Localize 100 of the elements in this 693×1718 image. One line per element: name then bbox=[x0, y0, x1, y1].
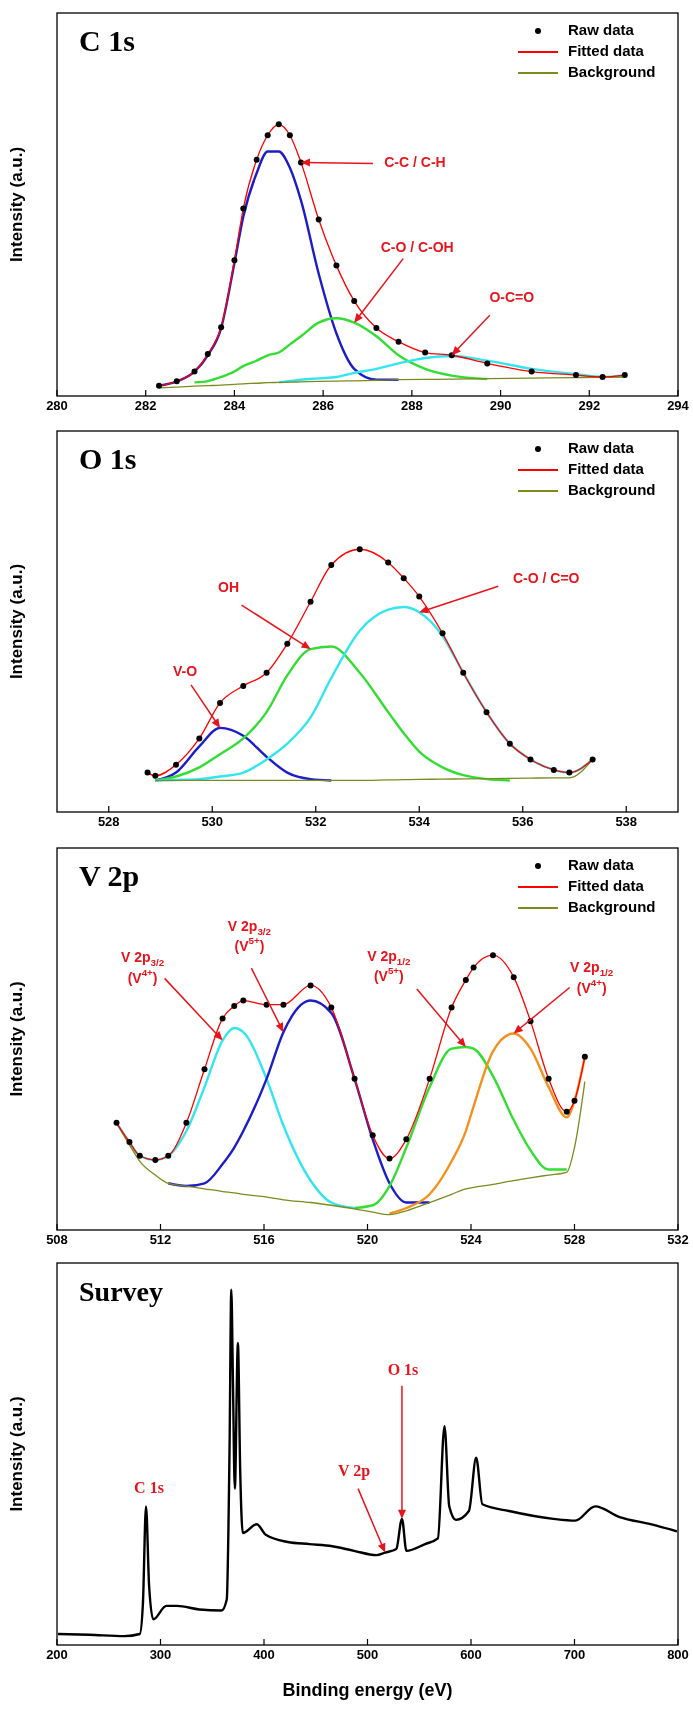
annotation: V-O bbox=[172, 662, 198, 679]
point bbox=[217, 699, 224, 706]
point bbox=[328, 562, 335, 569]
annotation: C 1s bbox=[134, 1479, 164, 1497]
x-tick-label: 532 bbox=[304, 814, 327, 829]
x-tick-label: 512 bbox=[149, 1232, 172, 1247]
legend-label: Raw data bbox=[568, 438, 635, 456]
y-axis-title: Intensity (a.u.) bbox=[7, 1396, 26, 1512]
point bbox=[286, 132, 293, 139]
point bbox=[173, 761, 180, 768]
point bbox=[356, 546, 363, 553]
point bbox=[386, 1155, 393, 1162]
point bbox=[563, 1108, 570, 1115]
annotation: V 2p$_{1/2}$ (V$^{5+}$) bbox=[367, 947, 411, 984]
point bbox=[460, 669, 467, 676]
annotation: O-C=O bbox=[489, 288, 535, 305]
x-tick-label: 528 bbox=[97, 814, 120, 829]
point bbox=[333, 262, 340, 269]
point bbox=[280, 1001, 287, 1008]
annotation: V 2p bbox=[338, 1461, 371, 1480]
x-tick-label: 532 bbox=[667, 1232, 689, 1247]
point bbox=[113, 1119, 120, 1126]
x-tick-label: 516 bbox=[253, 1232, 275, 1247]
point bbox=[275, 121, 282, 128]
point bbox=[218, 324, 225, 331]
point bbox=[572, 372, 579, 379]
point bbox=[506, 740, 513, 747]
annotation: OH bbox=[218, 578, 240, 595]
point bbox=[231, 1003, 238, 1010]
point bbox=[240, 205, 247, 212]
annotation: V 2p$_{1/2}$ (V$^{4+}$) bbox=[570, 959, 614, 996]
legend-label: Fitted data bbox=[568, 459, 645, 477]
x-tick-label: 600 bbox=[460, 1647, 482, 1662]
x-tick-label: 700 bbox=[563, 1647, 586, 1662]
point bbox=[581, 1053, 588, 1060]
annotation: V 2p$_{3/2}$ (V$^{5+}$) bbox=[227, 917, 272, 954]
point bbox=[416, 593, 423, 600]
point bbox=[173, 378, 180, 385]
x-tick-label: 300 bbox=[149, 1647, 172, 1662]
x-tick-label: 528 bbox=[563, 1232, 586, 1247]
annotation: V 2p$_{3/2}$ (V$^{4+}$) bbox=[121, 948, 165, 986]
y-axis-title: Intensity (a.u.) bbox=[7, 146, 26, 263]
point bbox=[550, 766, 557, 773]
point bbox=[307, 982, 314, 989]
point bbox=[589, 756, 596, 763]
point bbox=[263, 669, 270, 676]
point bbox=[545, 1075, 552, 1082]
point bbox=[315, 216, 322, 223]
point bbox=[156, 382, 163, 389]
point bbox=[152, 772, 159, 779]
point bbox=[328, 1004, 335, 1011]
point bbox=[126, 1139, 133, 1146]
y-axis-title: Intensity (a.u.) bbox=[7, 563, 26, 680]
x-tick-label: 520 bbox=[356, 1232, 379, 1247]
annotation: C-O / C=O bbox=[512, 570, 580, 587]
annotation: C-O / C-OH bbox=[380, 238, 454, 255]
point bbox=[219, 1015, 226, 1022]
x-tick-label: 280 bbox=[46, 398, 68, 413]
point bbox=[400, 575, 407, 582]
chart-title: O 1s bbox=[79, 442, 137, 475]
point bbox=[240, 682, 247, 689]
x-tick-label: 286 bbox=[312, 398, 334, 413]
point bbox=[351, 1075, 358, 1082]
point bbox=[284, 640, 291, 647]
point bbox=[510, 974, 517, 981]
point bbox=[403, 1136, 410, 1143]
point bbox=[136, 1152, 143, 1159]
x-tick-label: 200 bbox=[46, 1647, 68, 1662]
chart-title: C 1s bbox=[79, 24, 135, 57]
point bbox=[462, 976, 469, 983]
x-tick-label: 530 bbox=[201, 814, 224, 829]
legend-label: Fitted data bbox=[568, 876, 645, 894]
point bbox=[385, 559, 392, 566]
legend-label: Background bbox=[568, 897, 656, 915]
chart-title: Survey bbox=[79, 1276, 163, 1307]
point bbox=[528, 368, 535, 375]
point bbox=[426, 1075, 433, 1082]
x-tick-label: 536 bbox=[511, 814, 534, 829]
point bbox=[204, 350, 211, 357]
point bbox=[483, 709, 490, 716]
point bbox=[183, 1119, 190, 1126]
x-tick-label: 500 bbox=[356, 1647, 379, 1662]
x-tick-label: 400 bbox=[253, 1647, 275, 1662]
point bbox=[144, 769, 151, 776]
x-tick-label: 534 bbox=[408, 814, 431, 829]
point bbox=[307, 598, 314, 605]
legend-label: Fitted data bbox=[568, 41, 645, 59]
x-tick-label: 538 bbox=[615, 814, 638, 829]
x-tick-label: 284 bbox=[223, 398, 247, 413]
point bbox=[395, 338, 402, 345]
x-tick-label: 800 bbox=[667, 1647, 689, 1662]
legend-label: Raw data bbox=[568, 855, 635, 873]
x-tick-label: 292 bbox=[578, 398, 601, 413]
point bbox=[351, 297, 358, 304]
chart-title: V 2p bbox=[79, 859, 140, 892]
x-tick-label: 288 bbox=[401, 398, 423, 413]
point bbox=[373, 325, 380, 332]
x-tick-label: 508 bbox=[46, 1232, 68, 1247]
point bbox=[240, 997, 247, 1004]
point bbox=[571, 1097, 578, 1104]
